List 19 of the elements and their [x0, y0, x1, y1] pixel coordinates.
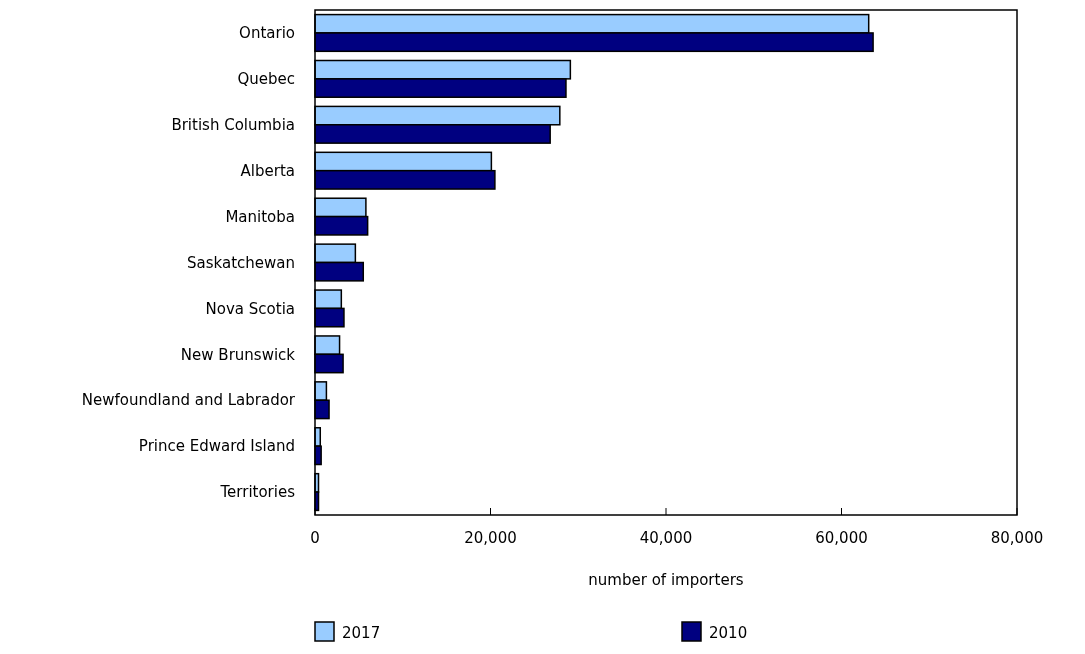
x-axis-title: number of importers: [588, 571, 744, 589]
x-tick-label: 40,000: [639, 529, 693, 547]
y-tick-label: Ontario: [239, 24, 295, 43]
y-tick-label: Nova Scotia: [205, 299, 295, 318]
legend-label: 2017: [342, 624, 381, 642]
y-tick-label: British Columbia: [171, 116, 295, 135]
y-tick-label: Saskatchewan: [187, 253, 295, 272]
y-tick-label: Quebec: [237, 70, 295, 89]
x-tick-label: 0: [310, 529, 320, 547]
y-tick-label: Alberta: [240, 161, 295, 180]
y-tick-label: New Brunswick: [180, 345, 296, 364]
legend-label: 2010: [709, 624, 748, 642]
x-tick-label: 60,000: [815, 529, 868, 547]
y-tick-label: Newfoundland and Labrador: [81, 391, 296, 410]
y-tick-label: Manitoba: [225, 207, 295, 226]
x-tick-label: 80,000: [990, 529, 1044, 547]
x-tick-label: 20,000: [464, 529, 517, 547]
y-tick-label: Territories: [219, 483, 296, 502]
y-tick-label: Prince Edward Island: [138, 437, 295, 456]
